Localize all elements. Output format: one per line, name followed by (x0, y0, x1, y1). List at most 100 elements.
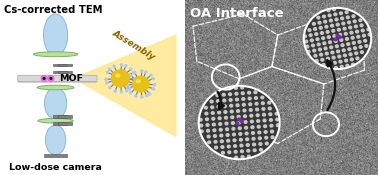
Circle shape (317, 16, 320, 19)
Circle shape (276, 118, 279, 121)
Circle shape (341, 44, 344, 46)
Circle shape (240, 144, 243, 147)
Polygon shape (74, 35, 176, 136)
Circle shape (237, 116, 240, 118)
Circle shape (322, 37, 325, 39)
Circle shape (340, 39, 343, 41)
Circle shape (217, 100, 219, 102)
Circle shape (342, 22, 345, 25)
Circle shape (254, 97, 257, 99)
Circle shape (336, 23, 339, 26)
Circle shape (112, 70, 129, 87)
Circle shape (127, 77, 130, 79)
Circle shape (361, 51, 363, 53)
Circle shape (256, 108, 259, 111)
Circle shape (200, 130, 203, 133)
Circle shape (206, 118, 208, 121)
Circle shape (322, 15, 325, 18)
Circle shape (337, 50, 339, 53)
Circle shape (105, 82, 108, 84)
Circle shape (314, 28, 316, 30)
Circle shape (357, 35, 360, 38)
Circle shape (364, 39, 367, 42)
Text: Assembly: Assembly (110, 29, 156, 62)
Circle shape (212, 117, 215, 120)
Circle shape (271, 130, 273, 133)
Circle shape (328, 14, 331, 17)
Ellipse shape (43, 14, 68, 56)
Circle shape (232, 127, 235, 130)
Circle shape (338, 28, 340, 31)
Ellipse shape (45, 125, 66, 155)
Circle shape (227, 145, 230, 148)
Circle shape (141, 96, 143, 98)
Text: OA Interface: OA Interface (190, 7, 284, 20)
Circle shape (229, 93, 232, 96)
Circle shape (221, 146, 224, 148)
Circle shape (344, 33, 347, 35)
Circle shape (214, 141, 217, 143)
Circle shape (344, 54, 346, 57)
Circle shape (304, 8, 371, 69)
Circle shape (206, 124, 209, 126)
Circle shape (331, 51, 334, 54)
Circle shape (134, 78, 136, 80)
Circle shape (264, 125, 266, 128)
Circle shape (262, 108, 265, 110)
Circle shape (242, 103, 245, 106)
Circle shape (308, 29, 311, 31)
Ellipse shape (42, 76, 44, 78)
Circle shape (199, 118, 202, 121)
Circle shape (329, 19, 332, 22)
Circle shape (236, 104, 239, 107)
FancyBboxPatch shape (45, 154, 67, 157)
Circle shape (258, 131, 261, 134)
Circle shape (336, 34, 339, 37)
FancyBboxPatch shape (58, 122, 72, 125)
Circle shape (335, 66, 338, 69)
Circle shape (108, 68, 111, 70)
Circle shape (215, 146, 217, 149)
Circle shape (233, 139, 236, 142)
Circle shape (238, 127, 241, 130)
Circle shape (239, 138, 242, 141)
Circle shape (246, 138, 249, 141)
Circle shape (327, 36, 330, 38)
Circle shape (363, 34, 366, 37)
Circle shape (133, 83, 135, 85)
Circle shape (231, 122, 234, 124)
Circle shape (113, 65, 115, 67)
Circle shape (265, 136, 268, 139)
Circle shape (333, 35, 336, 37)
Circle shape (328, 62, 331, 65)
Circle shape (339, 60, 342, 63)
Circle shape (352, 15, 355, 18)
Circle shape (327, 57, 329, 60)
Ellipse shape (44, 76, 46, 78)
Circle shape (339, 34, 342, 36)
Ellipse shape (48, 76, 51, 78)
Circle shape (342, 49, 345, 52)
Circle shape (226, 134, 229, 136)
Circle shape (207, 130, 209, 132)
Circle shape (367, 28, 370, 31)
Ellipse shape (33, 52, 78, 57)
Circle shape (330, 46, 333, 49)
Circle shape (322, 64, 325, 66)
Circle shape (325, 26, 328, 28)
Circle shape (345, 38, 349, 40)
Circle shape (348, 48, 351, 51)
Circle shape (114, 90, 116, 92)
Text: Cs-corrected TEM: Cs-corrected TEM (4, 5, 102, 15)
Circle shape (207, 135, 210, 138)
Circle shape (242, 98, 245, 100)
Circle shape (125, 90, 128, 92)
Circle shape (263, 113, 265, 116)
Circle shape (346, 16, 349, 19)
FancyBboxPatch shape (58, 64, 72, 66)
Circle shape (351, 37, 354, 39)
Circle shape (338, 55, 341, 58)
Ellipse shape (45, 88, 67, 119)
Circle shape (212, 123, 215, 126)
Circle shape (43, 78, 45, 79)
